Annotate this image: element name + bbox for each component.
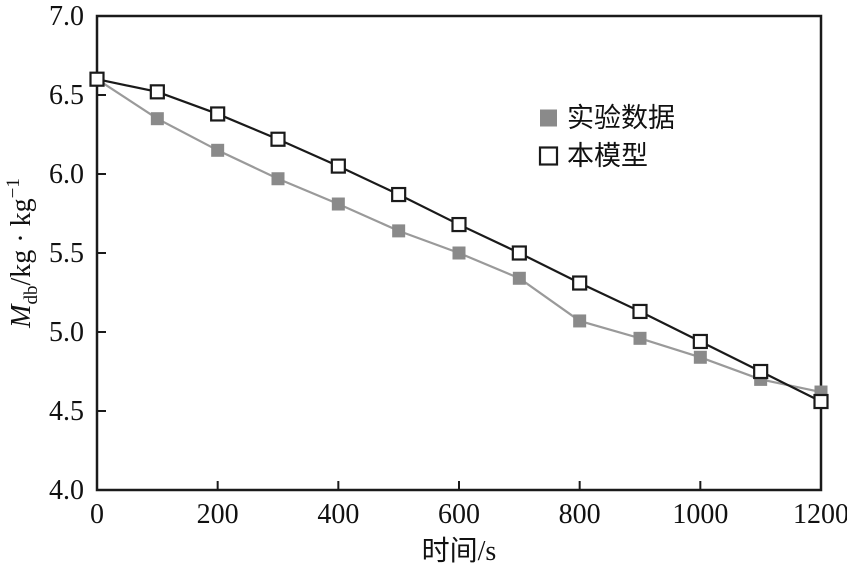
open-square-marker [391, 186, 407, 203]
filled-square-marker [573, 314, 587, 328]
x-axis-title: 时间/s [422, 535, 497, 567]
open-square-marker [330, 158, 346, 174]
x-tick-label: 0 [90, 499, 104, 530]
open-square-marker [572, 275, 588, 291]
filled-square-marker [512, 271, 526, 285]
open-square-marker [210, 106, 226, 122]
x-tick-label: 200 [197, 499, 239, 530]
open-square-marker [270, 131, 286, 147]
legend-marker-0 [540, 109, 557, 127]
x-tick-label: 1200 [793, 499, 847, 530]
y-axis-title: Mdb/kg · kg−1 [3, 178, 42, 329]
legend-label-1: 本模型 [567, 141, 648, 171]
open-square-marker [511, 245, 527, 261]
series-line-1 [96, 78, 822, 403]
x-tick-label: 600 [438, 499, 480, 530]
filled-square-marker [271, 172, 285, 186]
x-tick-label: 800 [559, 499, 601, 530]
y-tick-label: 6.0 [49, 159, 84, 190]
open-square-marker [813, 393, 829, 410]
filled-square-marker [150, 112, 164, 126]
y-tick-label: 6.5 [49, 80, 84, 111]
y-tick-label: 7.0 [49, 1, 84, 32]
x-tick-label: 1000 [672, 499, 728, 530]
open-square-marker [451, 216, 467, 233]
y-tick-label: 5.5 [49, 238, 84, 269]
open-square-marker [632, 303, 648, 320]
x-tick-label: 400 [317, 499, 359, 530]
filled-square-marker [693, 350, 707, 364]
filled-square-marker [331, 197, 345, 211]
legend-label-0: 实验数据 [567, 103, 675, 133]
series-line-0 [96, 78, 822, 394]
y-tick-label: 5.0 [49, 317, 84, 348]
filled-square-marker [452, 246, 466, 260]
open-square-marker [753, 363, 769, 380]
open-square-marker [89, 71, 105, 87]
filled-square-marker [392, 224, 406, 238]
legend-marker-1 [538, 146, 559, 166]
open-square-marker [149, 84, 165, 100]
y-tick-label: 4.5 [49, 396, 84, 427]
filled-square-marker [211, 143, 225, 157]
filled-square-marker [633, 331, 647, 345]
open-square-marker [692, 333, 708, 350]
y-tick-label: 4.0 [49, 475, 84, 506]
